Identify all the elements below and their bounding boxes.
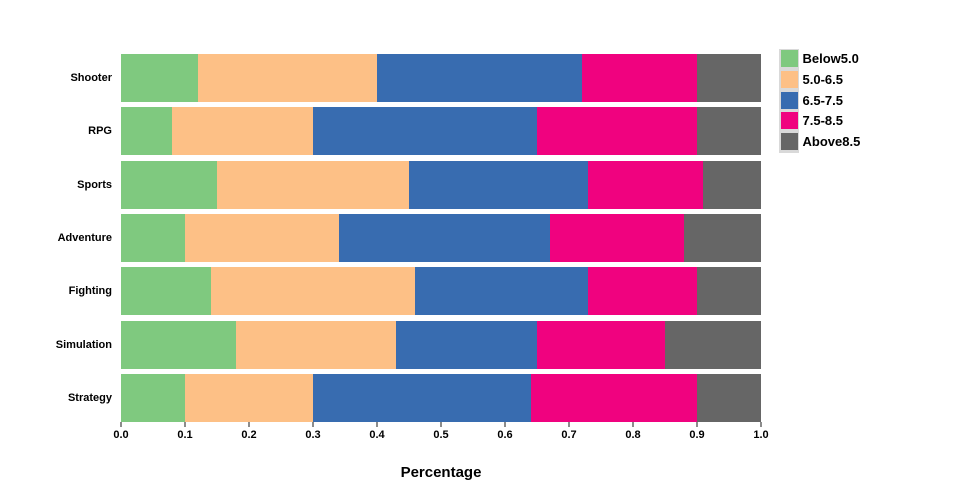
- bar-segment: [696, 267, 761, 316]
- bar-segment: [312, 107, 537, 156]
- x-tick-mark: [440, 422, 442, 427]
- bar-row: RPG: [0, 107, 761, 156]
- bar-segment: [530, 373, 697, 422]
- x-tick-label: 0.8: [625, 429, 641, 441]
- x-tick-label: 0.6: [497, 429, 513, 441]
- x-tick-label: 0.3: [305, 429, 321, 441]
- category-label: Simulation: [55, 338, 112, 351]
- stacked-bar: [121, 54, 761, 102]
- bar-segment: [185, 213, 339, 262]
- stacked-bar: [121, 160, 761, 209]
- category-label: Adventure: [57, 231, 112, 244]
- legend-swatch: [780, 133, 798, 151]
- x-tick-mark: [632, 422, 634, 427]
- stacked-bar: [121, 107, 761, 156]
- x-tick-label: 0.4: [369, 429, 385, 441]
- bar-segment: [396, 320, 537, 369]
- bar-row: Adventure: [0, 213, 761, 262]
- legend-label: 7.5-8.5: [802, 113, 843, 129]
- legend-label: Below5.0: [802, 51, 859, 66]
- bar-segment: [684, 213, 761, 262]
- category-label: Shooter: [70, 72, 112, 84]
- x-tick-mark: [504, 422, 506, 427]
- x-tick-mark: [568, 422, 570, 427]
- stacked-bar: [121, 213, 761, 262]
- bar-segment: [210, 267, 416, 316]
- bar-segment: [121, 160, 217, 209]
- category-label: Strategy: [67, 391, 112, 404]
- x-tick-label: 1.0: [753, 429, 769, 441]
- bar-segment: [588, 267, 697, 316]
- bar-segment: [415, 267, 589, 316]
- legend-item: 7.5-8.5: [779, 112, 860, 130]
- legend-swatch: [780, 50, 798, 67]
- legend-item: Below5.0: [779, 50, 860, 67]
- bar-row: Sports: [0, 160, 761, 209]
- bar-segment: [549, 213, 685, 262]
- legend: Below5.0 5.0-6.5 6.5-7.5 7.5-8.5 Above8.5: [779, 49, 861, 154]
- bar-segment: [121, 267, 211, 316]
- bar-segment: [172, 107, 313, 156]
- bar-segment: [696, 54, 761, 102]
- bar-segment: [121, 373, 185, 422]
- x-tick-label: 0.7: [561, 429, 577, 441]
- bar-segment: [696, 107, 761, 156]
- bar-segment: [536, 107, 697, 156]
- bar-row: Fighting: [0, 267, 761, 316]
- legend-item: 5.0-6.5: [779, 70, 860, 88]
- bar-segment: [536, 320, 665, 369]
- legend-swatch: [780, 70, 798, 88]
- x-tick-mark: [120, 422, 122, 427]
- bar-segment: [197, 54, 377, 102]
- x-tick-mark: [184, 422, 186, 427]
- category-label: Sports: [77, 178, 112, 191]
- x-tick-label: 0.9: [689, 429, 705, 441]
- legend-label: Above8.5: [802, 134, 861, 150]
- bar-segment: [376, 54, 582, 102]
- bar-segment: [409, 160, 589, 209]
- bar-segment: [121, 213, 185, 262]
- x-tick-mark: [696, 422, 698, 427]
- bar-segment: [664, 320, 761, 369]
- bar-segment: [121, 54, 198, 102]
- bar-segment: [121, 320, 237, 369]
- x-tick-label: 0.1: [177, 429, 193, 441]
- x-tick-label: 0.0: [113, 429, 129, 441]
- legend-label: 5.0-6.5: [802, 71, 843, 87]
- stacked-bar: [121, 267, 761, 316]
- legend-item: 6.5-7.5: [779, 91, 860, 109]
- bar-segment: [581, 54, 697, 102]
- x-tick-mark: [760, 422, 762, 427]
- bar-segment: [313, 373, 531, 422]
- bar-row: Shooter: [0, 54, 761, 102]
- x-tick-mark: [312, 422, 314, 427]
- x-axis-title: Percentage: [400, 464, 482, 481]
- stacked-bar: [121, 320, 761, 369]
- x-axis: 0.0 0.1 0.2 0.3 0.4 0.5 0.6 0.7 0.8 0.9 1.0: [113, 421, 769, 447]
- x-tick-mark: [376, 422, 378, 427]
- bar-segment: [236, 320, 397, 369]
- legend-label: 6.5-7.5: [802, 92, 843, 108]
- legend-swatch: [780, 112, 798, 130]
- bar-segment: [703, 160, 761, 209]
- bar-segment: [696, 373, 761, 422]
- bar-segment: [217, 160, 409, 209]
- x-tick-mark: [248, 422, 250, 427]
- bar-row: Simulation: [0, 320, 761, 369]
- x-tick-label: 0.5: [433, 429, 449, 441]
- bar-row: Strategy: [0, 373, 761, 422]
- legend-item: Above8.5: [779, 133, 861, 151]
- bar-segment: [185, 373, 313, 422]
- stacked-bar: [121, 373, 761, 422]
- bar-segment: [121, 107, 173, 156]
- x-tick-label: 0.2: [241, 429, 257, 441]
- bar-segment: [338, 213, 550, 262]
- category-label: Fighting: [68, 285, 112, 298]
- bar-segment: [588, 160, 704, 209]
- legend-swatch: [780, 91, 798, 109]
- category-label: RPG: [88, 125, 112, 138]
